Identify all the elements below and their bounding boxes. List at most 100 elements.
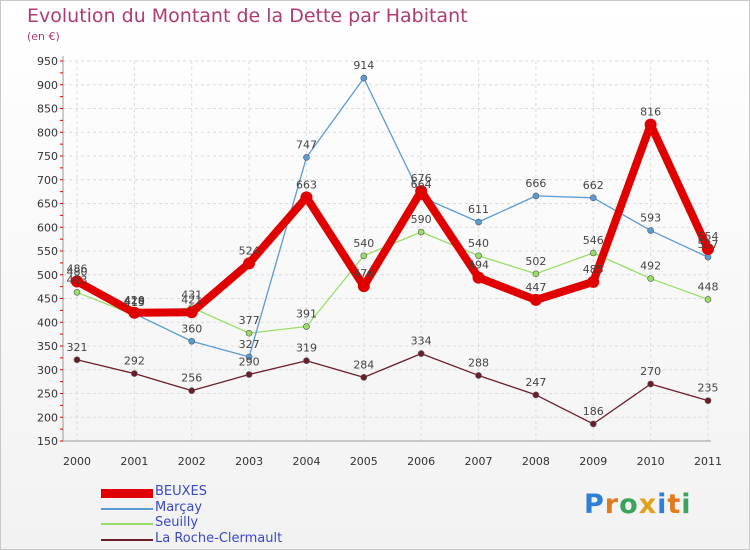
- data-point-beuxes: [587, 275, 600, 288]
- data-point-seuilly: [360, 252, 368, 260]
- data-point-seuilly: [532, 270, 540, 278]
- data-point-la-roche-clermault: [532, 391, 540, 399]
- x-tick-label: 2000: [63, 455, 91, 468]
- logo-letter: i: [657, 489, 668, 520]
- data-point-beuxes: [702, 243, 714, 256]
- data-point-la-roche-clermault: [303, 357, 310, 365]
- x-tick-label: 2008: [522, 455, 550, 468]
- data-label-mar-ay: 593: [640, 212, 661, 225]
- data-point-la-roche-clermault: [188, 387, 196, 394]
- data-label-mar-ay: 611: [468, 203, 489, 216]
- data-label-seuilly: 590: [411, 213, 432, 226]
- y-tick-label: 250: [37, 388, 58, 401]
- data-point-seuilly: [73, 289, 81, 296]
- y-tick-label: 850: [37, 103, 58, 116]
- x-tick-label: 2002: [178, 455, 206, 468]
- data-point-mar-ay: [532, 192, 540, 200]
- data-label-la-roche-clermault: 321: [67, 341, 88, 354]
- data-point-mar-ay: [589, 194, 597, 202]
- data-label-mar-ay: 537: [698, 238, 719, 251]
- data-label-beuxes: 663: [296, 178, 317, 191]
- legend-label-seuilly: Seuilly: [155, 515, 199, 530]
- legend-label-beuxes: BEUXES: [155, 484, 208, 499]
- x-tick-label: 2010: [637, 455, 665, 468]
- data-point-la-roche-clermault: [704, 397, 712, 404]
- data-label-seuilly: 391: [296, 308, 317, 321]
- data-label-beuxes: 447: [525, 281, 546, 294]
- y-tick-label: 300: [37, 364, 58, 377]
- legend-label-marcay: Marçay: [155, 500, 203, 515]
- data-point-beuxes: [185, 306, 198, 319]
- data-label-beuxes: 486: [67, 262, 88, 275]
- data-point-beuxes: [300, 191, 313, 204]
- data-label-seuilly: 502: [525, 255, 546, 268]
- data-label-la-roche-clermault: 235: [698, 382, 719, 395]
- logo-letter: o: [619, 489, 639, 520]
- logo-letter: i: [681, 489, 692, 520]
- x-tick-label: 2007: [465, 455, 493, 468]
- data-label-seuilly: 463: [67, 273, 88, 286]
- x-tick-label: 2004: [292, 455, 320, 468]
- series-line-seuilly: [76, 231, 709, 334]
- data-label-seuilly: 448: [698, 280, 719, 293]
- data-point-seuilly: [475, 252, 482, 260]
- data-label-seuilly: 377: [239, 314, 260, 327]
- data-label-la-roche-clermault: 288: [468, 356, 489, 369]
- data-point-seuilly: [245, 329, 253, 337]
- series-line-beuxes: [73, 120, 712, 317]
- data-label-la-roche-clermault: 334: [411, 335, 432, 348]
- data-label-la-roche-clermault: 319: [296, 342, 317, 355]
- data-label-seuilly: 540: [468, 237, 489, 250]
- data-point-mar-ay: [475, 218, 482, 226]
- data-label-beuxes: 485: [583, 263, 604, 276]
- y-tick-label: 650: [37, 198, 58, 211]
- data-label-mar-ay: 664: [411, 178, 432, 191]
- y-tick-label: 200: [37, 411, 58, 424]
- data-point-seuilly: [647, 275, 654, 282]
- data-point-la-roche-clermault: [589, 420, 597, 428]
- data-point-la-roche-clermault: [245, 371, 253, 378]
- data-label-seuilly: 546: [583, 234, 604, 247]
- data-label-beuxes: 494: [468, 259, 489, 272]
- y-tick-label: 550: [37, 245, 58, 258]
- data-point-beuxes: [644, 118, 657, 131]
- data-point-la-roche-clermault: [475, 372, 482, 379]
- x-tick-label: 2011: [694, 455, 722, 468]
- data-point-la-roche-clermault: [417, 350, 425, 357]
- proxiti-logo: Proxiti: [584, 489, 692, 520]
- data-point-seuilly: [303, 323, 310, 330]
- data-label-beuxes: 554: [698, 230, 719, 243]
- data-label-la-roche-clermault: 256: [181, 372, 202, 385]
- data-point-beuxes: [71, 275, 83, 288]
- x-tick-label: 2003: [235, 455, 263, 468]
- data-label-la-roche-clermault: 292: [124, 355, 145, 368]
- legend-swatch-beuxes: [101, 489, 153, 498]
- data-label-mar-ay: 418: [124, 295, 145, 308]
- data-label-mar-ay: 662: [583, 179, 604, 192]
- y-tick-label: 900: [37, 79, 58, 92]
- legend-label-la-roche-clermault: La Roche-Clermault: [155, 531, 283, 546]
- data-point-mar-ay: [188, 337, 196, 345]
- data-point-mar-ay: [360, 74, 368, 82]
- series-line-mar-ay: [76, 77, 709, 358]
- data-label-la-roche-clermault: 186: [583, 405, 604, 418]
- x-tick-label: 2006: [407, 455, 435, 468]
- y-tick-label: 600: [37, 221, 58, 234]
- data-label-seuilly: 540: [353, 237, 374, 250]
- y-tick-label: 400: [37, 316, 58, 329]
- y-tick-label: 750: [37, 150, 58, 163]
- legend-swatch-marcay: [101, 508, 153, 510]
- data-label-la-roche-clermault: 247: [525, 376, 546, 389]
- data-point-beuxes: [529, 293, 542, 306]
- y-tick-label: 700: [37, 174, 58, 187]
- data-point-beuxes: [243, 257, 256, 270]
- data-label-mar-ay: 480: [67, 265, 88, 278]
- data-point-beuxes: [357, 280, 370, 293]
- data-point-mar-ay: [647, 227, 654, 234]
- logo-letter: x: [638, 489, 658, 520]
- y-tick-label: 500: [37, 269, 58, 282]
- logo-letter: t: [667, 489, 682, 520]
- data-point-beuxes: [472, 271, 485, 284]
- data-label-mar-ay: 360: [181, 322, 202, 335]
